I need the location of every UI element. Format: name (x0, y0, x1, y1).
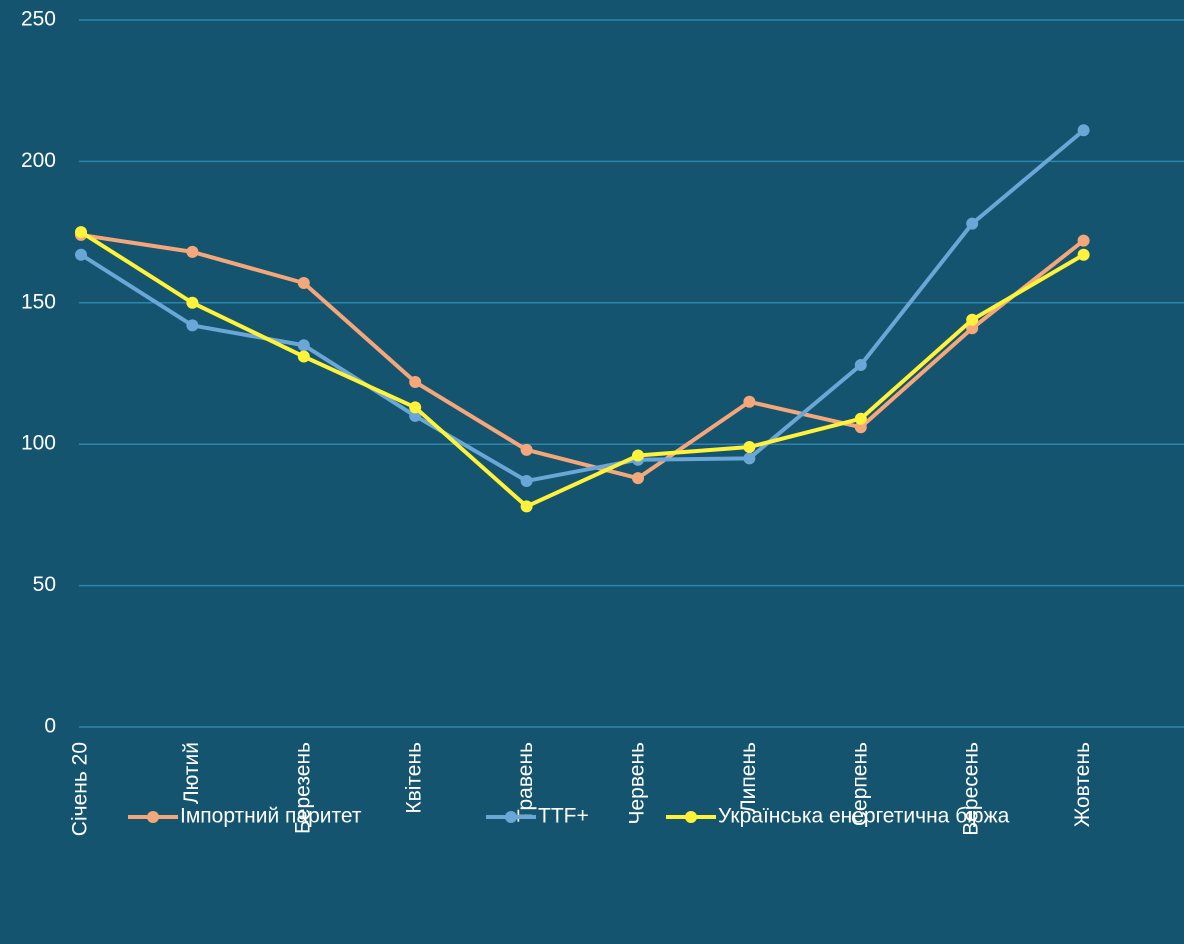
y-tick-label: 100 (21, 432, 56, 455)
marker (743, 452, 756, 465)
marker (409, 409, 422, 422)
x-tick-label: Травень (514, 742, 537, 822)
line (79, 128, 1085, 483)
x-tick-label: Серпень (848, 742, 871, 826)
marker (297, 339, 310, 352)
marker (520, 500, 533, 513)
marker (186, 319, 199, 332)
marker (75, 226, 87, 239)
marker (75, 248, 87, 261)
marker (186, 296, 199, 309)
y-tick-label: 250 (21, 8, 56, 31)
legend-marker (147, 811, 159, 823)
x-tick-label: Лютий (180, 742, 203, 804)
x-tick-label: Січень 20 (69, 742, 92, 836)
marker (297, 350, 310, 363)
marker (186, 245, 199, 258)
marker (409, 375, 422, 388)
marker (520, 474, 533, 487)
x-tick-label: Червень (626, 742, 649, 825)
marker (632, 449, 644, 462)
marker (1077, 234, 1090, 247)
line (80, 232, 1085, 481)
x-tick-label: Вересень (960, 742, 983, 836)
marker (854, 412, 867, 425)
marker (1077, 124, 1090, 137)
line (79, 230, 1085, 509)
marker (743, 395, 756, 408)
marker (297, 277, 310, 290)
legend-label: Імпортний паритет (180, 805, 362, 828)
y-tick-label: 50 (33, 573, 56, 596)
marker (632, 472, 644, 485)
x-tick-label: Березень (291, 742, 314, 834)
legend-label: TTF+ (538, 805, 589, 828)
y-tick-label: 200 (21, 149, 56, 172)
marker (1077, 248, 1090, 261)
y-tick-label: 0 (44, 715, 56, 738)
y-tick-label: 150 (21, 290, 56, 313)
marker (854, 421, 867, 434)
x-tick-label: Квітень (403, 742, 426, 814)
marker (409, 401, 422, 414)
marker (743, 441, 756, 454)
marker (966, 313, 979, 326)
legend-marker (505, 811, 517, 823)
marker (854, 359, 867, 372)
legend-label: Українська енергетична біржа (718, 805, 1010, 828)
x-tick-label: Жовтень (1071, 742, 1094, 827)
marker (966, 217, 979, 230)
x-tick-label: Липень (737, 742, 760, 813)
legend-marker (685, 811, 697, 823)
marker (520, 443, 533, 456)
marker (966, 322, 979, 335)
